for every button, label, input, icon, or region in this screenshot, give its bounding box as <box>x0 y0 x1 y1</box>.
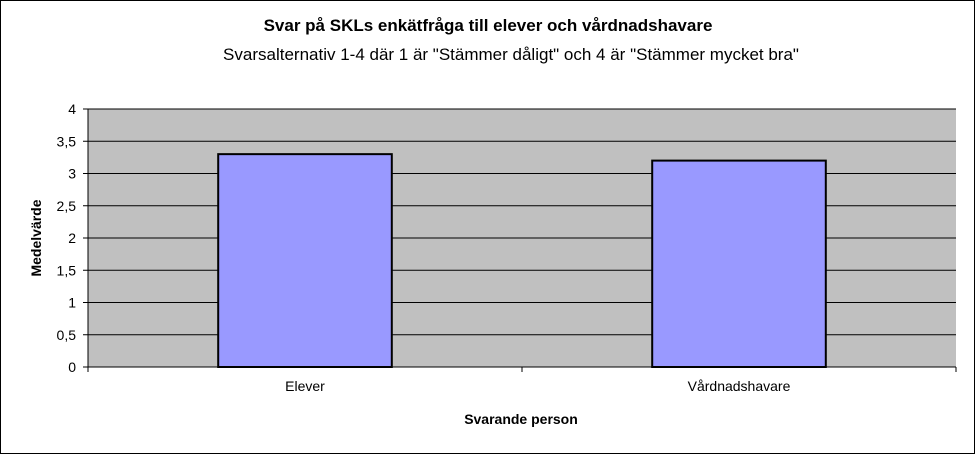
y-tick-label: 2 <box>68 230 76 246</box>
bars <box>217 153 827 368</box>
x-tick-label: Vårdnadshavare <box>688 378 791 394</box>
x-tick-labels: Elever Vårdnadshavare <box>285 378 790 394</box>
chart-title: Svar på SKLs enkätfråga till elever och … <box>264 16 713 35</box>
y-axis-title: Medelvärde <box>28 199 44 276</box>
y-tick-label: 1 <box>68 295 76 311</box>
y-tick-label: 4 <box>68 101 76 117</box>
bar-vårdnadshavare <box>651 159 827 368</box>
y-tick-label: 3,5 <box>57 133 77 149</box>
y-tick-label: 0 <box>68 359 76 375</box>
y-tick-label: 1,5 <box>57 262 77 278</box>
y-tick-labels: 0 0,5 1 1,5 2 2,5 3 3,5 4 <box>57 101 77 375</box>
x-axis-title: Svarande person <box>464 411 578 427</box>
y-tick-label: 2,5 <box>57 198 77 214</box>
y-tick-label: 3 <box>68 166 76 182</box>
x-tick-label: Elever <box>285 378 325 394</box>
y-tick-label: 0,5 <box>57 327 77 343</box>
bar-elever <box>217 153 393 368</box>
chart-subtitle: Svarsalternativ 1-4 där 1 är "Stämmer då… <box>223 45 799 64</box>
axes <box>83 108 957 372</box>
